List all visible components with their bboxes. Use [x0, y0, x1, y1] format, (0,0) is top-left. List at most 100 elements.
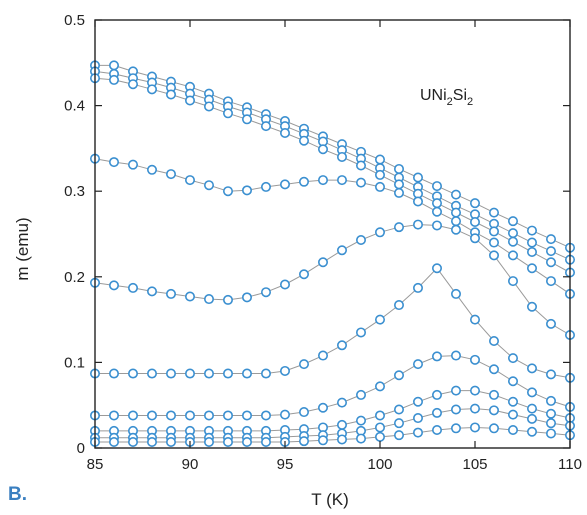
data-point	[147, 286, 158, 297]
data-point	[317, 435, 328, 446]
x-axis-label: T (K)	[311, 490, 348, 509]
data-point	[526, 363, 537, 374]
x-tick-label: 110	[558, 456, 582, 473]
data-point	[412, 196, 423, 207]
series-5	[90, 219, 575, 341]
data-point	[166, 437, 177, 448]
data-point	[488, 250, 499, 261]
data-point	[279, 365, 290, 376]
data-point	[469, 354, 480, 365]
data-point	[242, 185, 253, 196]
data-point	[545, 246, 556, 257]
data-point	[526, 263, 537, 274]
data-point	[374, 154, 385, 165]
data-point	[298, 407, 309, 418]
data-point	[393, 163, 404, 174]
data-point	[336, 175, 347, 186]
data-point	[469, 403, 480, 414]
data-point	[450, 288, 461, 299]
data-point	[109, 410, 120, 421]
data-point	[185, 175, 196, 186]
x-tick-label: 100	[367, 456, 392, 473]
series-layer	[90, 60, 575, 448]
data-point	[355, 234, 366, 245]
data-point	[147, 164, 158, 175]
x-tick-label: 95	[277, 456, 294, 473]
data-point	[317, 144, 328, 155]
y-tick-label: 0.2	[64, 269, 85, 286]
data-point	[355, 389, 366, 400]
annotation-mid: Si	[453, 87, 467, 104]
data-point	[526, 246, 537, 257]
data-point	[526, 413, 537, 424]
data-point	[242, 292, 253, 303]
data-point	[260, 121, 271, 132]
data-point	[166, 410, 177, 421]
x-tick-label: 90	[182, 456, 199, 473]
data-point	[166, 169, 177, 180]
data-point	[393, 370, 404, 381]
data-point	[279, 409, 290, 420]
data-point	[526, 301, 537, 312]
panel-label: B.	[8, 484, 27, 505]
data-point	[185, 291, 196, 302]
data-point	[279, 279, 290, 290]
data-point	[507, 396, 518, 407]
data-point	[450, 207, 461, 218]
data-point	[374, 314, 385, 325]
data-point	[488, 237, 499, 248]
data-point	[393, 222, 404, 233]
data-point	[166, 288, 177, 299]
data-point	[507, 216, 518, 227]
x-tick-label: 105	[462, 456, 487, 473]
ticks-layer: 85 90 95 100 105 110 0 0.1 0.2 0.3 0.4 0.5	[64, 12, 582, 473]
data-point	[412, 359, 423, 370]
data-point	[545, 369, 556, 380]
x-tick-label: 85	[87, 456, 104, 473]
data-point	[128, 437, 139, 448]
data-point	[450, 423, 461, 434]
data-point	[204, 368, 215, 379]
data-point	[488, 335, 499, 346]
data-point	[374, 422, 385, 433]
data-point	[128, 410, 139, 421]
data-point	[279, 127, 290, 138]
data-point	[355, 433, 366, 444]
data-point	[336, 419, 347, 430]
data-point	[469, 217, 480, 228]
data-point	[204, 180, 215, 191]
data-point	[355, 415, 366, 426]
plot-frame	[94, 19, 571, 449]
data-point	[109, 60, 120, 71]
data-point	[242, 437, 253, 448]
data-point	[393, 187, 404, 198]
data-point	[109, 368, 120, 379]
data-point	[412, 172, 423, 183]
series-3	[90, 73, 575, 278]
data-point	[469, 198, 480, 209]
data-point	[526, 426, 537, 437]
data-point	[204, 294, 215, 305]
data-point	[431, 389, 442, 400]
compound-annotation: UNi2Si2	[420, 87, 473, 108]
data-point	[431, 425, 442, 436]
data-point	[336, 434, 347, 445]
data-point	[298, 269, 309, 280]
data-point	[507, 236, 518, 247]
data-point	[109, 280, 120, 291]
series-6	[90, 263, 575, 383]
data-point	[355, 160, 366, 171]
data-point	[431, 206, 442, 217]
data-point	[109, 74, 120, 85]
data-point	[488, 226, 499, 237]
data-point	[336, 151, 347, 162]
data-point	[507, 425, 518, 436]
data-point	[317, 402, 328, 413]
data-point	[545, 318, 556, 329]
data-point	[393, 179, 404, 190]
data-point	[412, 219, 423, 230]
data-point	[317, 175, 328, 186]
y-tick-label: 0	[77, 440, 85, 457]
data-point	[469, 422, 480, 433]
